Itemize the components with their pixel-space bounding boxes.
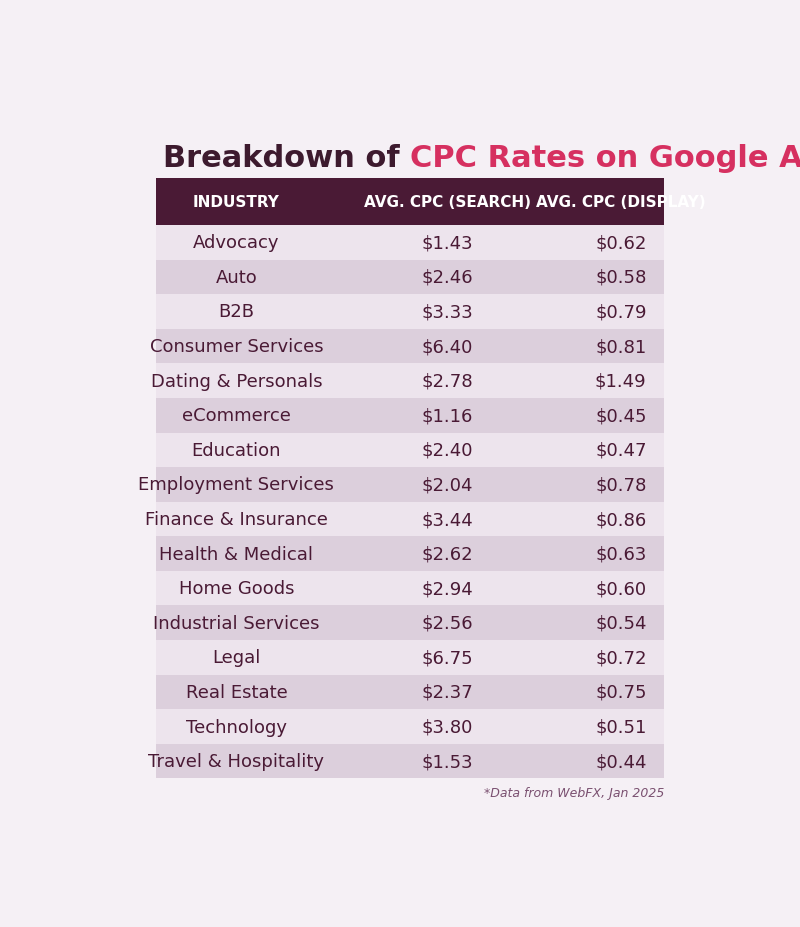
- Text: $0.81: $0.81: [595, 337, 646, 356]
- FancyBboxPatch shape: [156, 744, 664, 779]
- Text: $0.63: $0.63: [595, 545, 646, 563]
- Text: Employment Services: Employment Services: [138, 476, 334, 494]
- Text: B2B: B2B: [218, 303, 254, 321]
- Text: Finance & Insurance: Finance & Insurance: [145, 511, 328, 528]
- Text: Industrial Services: Industrial Services: [153, 614, 320, 632]
- FancyBboxPatch shape: [156, 606, 664, 641]
- Text: $2.78: $2.78: [422, 373, 473, 390]
- FancyBboxPatch shape: [156, 433, 664, 467]
- FancyBboxPatch shape: [156, 260, 664, 295]
- Text: Dating & Personals: Dating & Personals: [150, 373, 322, 390]
- Text: *Data from WebFX, Jan 2025: *Data from WebFX, Jan 2025: [484, 786, 664, 799]
- FancyBboxPatch shape: [156, 225, 664, 260]
- Text: $0.58: $0.58: [595, 269, 646, 286]
- Text: Advocacy: Advocacy: [193, 234, 280, 252]
- Text: $0.62: $0.62: [595, 234, 646, 252]
- Text: $2.40: $2.40: [422, 441, 473, 459]
- Text: $2.04: $2.04: [422, 476, 473, 494]
- FancyBboxPatch shape: [156, 295, 664, 329]
- Text: INDUSTRY: INDUSTRY: [193, 195, 280, 210]
- FancyBboxPatch shape: [156, 571, 664, 606]
- Text: $6.75: $6.75: [422, 649, 473, 667]
- Text: $2.56: $2.56: [422, 614, 473, 632]
- Text: $1.43: $1.43: [422, 234, 473, 252]
- FancyBboxPatch shape: [156, 675, 664, 709]
- Text: $2.37: $2.37: [422, 683, 473, 701]
- FancyBboxPatch shape: [156, 364, 664, 399]
- Text: $1.16: $1.16: [422, 407, 473, 425]
- FancyBboxPatch shape: [156, 467, 664, 502]
- Text: eCommerce: eCommerce: [182, 407, 291, 425]
- Text: $0.44: $0.44: [595, 753, 646, 770]
- Text: Legal: Legal: [212, 649, 261, 667]
- Text: $0.45: $0.45: [595, 407, 646, 425]
- Text: $0.75: $0.75: [595, 683, 646, 701]
- Text: Health & Medical: Health & Medical: [159, 545, 314, 563]
- Text: $0.47: $0.47: [595, 441, 646, 459]
- Text: Auto: Auto: [215, 269, 258, 286]
- Text: Education: Education: [192, 441, 281, 459]
- Text: AVG. CPC (DISPLAY): AVG. CPC (DISPLAY): [536, 195, 706, 210]
- Text: $3.33: $3.33: [422, 303, 473, 321]
- Text: $0.51: $0.51: [595, 717, 646, 736]
- Text: Travel & Hospitality: Travel & Hospitality: [149, 753, 325, 770]
- FancyBboxPatch shape: [156, 179, 664, 225]
- Text: $0.60: $0.60: [595, 579, 646, 598]
- Text: $1.53: $1.53: [422, 753, 473, 770]
- Text: $1.49: $1.49: [595, 373, 646, 390]
- Text: $0.86: $0.86: [595, 511, 646, 528]
- Text: $2.46: $2.46: [422, 269, 473, 286]
- Text: Consumer Services: Consumer Services: [150, 337, 323, 356]
- Text: $3.80: $3.80: [422, 717, 473, 736]
- Text: $0.72: $0.72: [595, 649, 646, 667]
- Text: Technology: Technology: [186, 717, 287, 736]
- Text: $0.79: $0.79: [595, 303, 646, 321]
- FancyBboxPatch shape: [156, 641, 664, 675]
- FancyBboxPatch shape: [156, 329, 664, 364]
- Text: $3.44: $3.44: [422, 511, 473, 528]
- Text: CPC Rates on Google Ads: CPC Rates on Google Ads: [410, 144, 800, 172]
- Text: $6.40: $6.40: [422, 337, 473, 356]
- Text: $0.78: $0.78: [595, 476, 646, 494]
- Text: Real Estate: Real Estate: [186, 683, 287, 701]
- Text: Home Goods: Home Goods: [178, 579, 294, 598]
- Text: $0.54: $0.54: [595, 614, 646, 632]
- FancyBboxPatch shape: [156, 709, 664, 744]
- Text: $2.62: $2.62: [422, 545, 473, 563]
- Text: $2.94: $2.94: [422, 579, 473, 598]
- Text: Breakdown of: Breakdown of: [162, 144, 410, 172]
- FancyBboxPatch shape: [156, 399, 664, 433]
- FancyBboxPatch shape: [156, 502, 664, 537]
- Text: AVG. CPC (SEARCH): AVG. CPC (SEARCH): [364, 195, 530, 210]
- FancyBboxPatch shape: [156, 537, 664, 571]
